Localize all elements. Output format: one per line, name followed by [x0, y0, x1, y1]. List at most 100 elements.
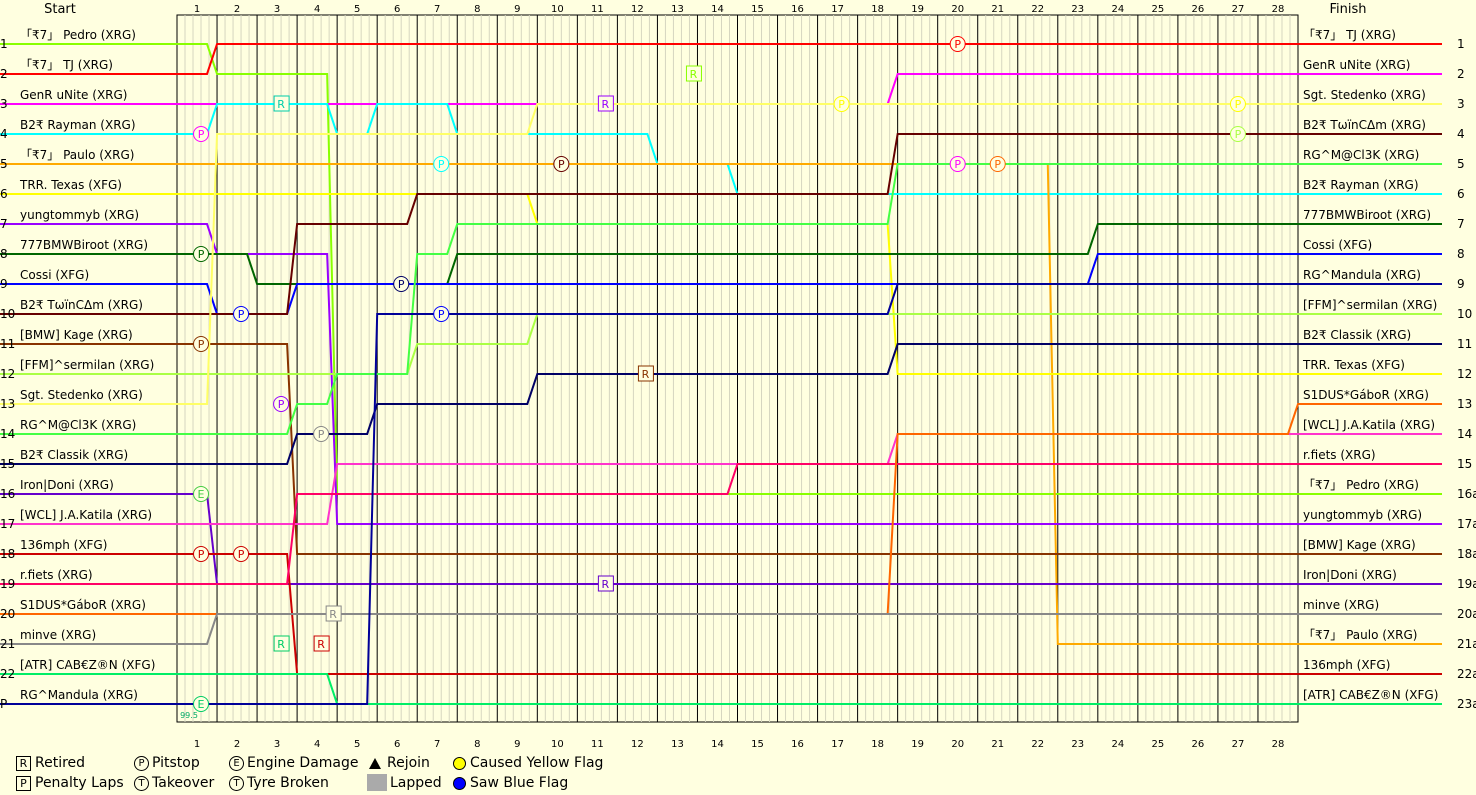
lap-grid	[176, 14, 1299, 723]
lap-number-bottom: 8	[474, 739, 480, 750]
start-position-label: 8	[0, 247, 8, 261]
retired-marker	[597, 95, 614, 112]
start-driver-label: B2₹ Rayman (XRG)	[20, 118, 136, 132]
lapped-icon	[367, 774, 387, 791]
retired-marker	[313, 635, 330, 652]
start-driver-label: TRR. Texas (XFG)	[19, 178, 122, 192]
start-driver-label: RG^M@Cl3K (XRG)	[20, 418, 136, 432]
lap-number-bottom: 1	[194, 739, 200, 750]
lap-number-bottom: 14	[711, 739, 724, 750]
start-position-label: 15	[0, 457, 15, 471]
series-line	[0, 493, 1442, 585]
retired-marker	[597, 575, 614, 592]
lap-number-bottom: 22	[1031, 739, 1044, 750]
start-driver-label: Sgt. Stedenko (XRG)	[20, 388, 143, 402]
finish-position-label: 20a	[1457, 607, 1476, 621]
lap-number-top: 5	[354, 4, 360, 15]
start-driver-label: yungtommyb (XRG)	[20, 208, 139, 222]
pitstop-marker	[193, 486, 210, 502]
legend-engine-damage: E Engine Damage	[229, 755, 359, 771]
finish-position-label: 19a	[1457, 577, 1476, 591]
pitstop-marker	[949, 36, 966, 52]
lap-number-top: 21	[991, 4, 1004, 15]
start-driver-label: [BMW] Kage (XRG)	[20, 328, 133, 342]
lap-number-bottom: 26	[1192, 739, 1205, 750]
pitstop-marker	[949, 156, 966, 172]
lap-number-top: 20	[951, 4, 964, 15]
lap-number-top: 11	[591, 4, 604, 15]
finish-driver-label: 136mph (XFG)	[1303, 658, 1390, 672]
legend: R Retired P Penalty Laps P Pitstop T Tak…	[0, 752, 1476, 795]
event-label: P	[1235, 128, 1242, 141]
event-label: P	[558, 158, 565, 171]
event-label: R	[277, 638, 285, 651]
start-position-label: 14	[0, 427, 15, 441]
lap-number-top: 19	[911, 4, 924, 15]
start-position-label: 6	[0, 187, 8, 201]
start-position-label: 7	[0, 217, 8, 231]
lap-number-bottom: 7	[434, 739, 440, 750]
event-label: P	[198, 338, 205, 351]
event-label: P	[954, 38, 961, 51]
finish-driver-label: Cossi (XFG)	[1303, 238, 1372, 252]
event-label: P	[198, 128, 205, 141]
finish-driver-label: B2₹ Rayman (XRG)	[1303, 178, 1419, 192]
finish-position-label: 17a	[1457, 517, 1476, 531]
start-position-label: 21	[0, 637, 15, 651]
blue-flag-icon	[453, 776, 466, 790]
legend-pitstop: P Pitstop	[134, 755, 200, 771]
start-driver-label: RG^Mandula (XRG)	[20, 688, 138, 702]
start-driver-label: Cossi (XFG)	[20, 268, 89, 282]
pitstop-marker	[989, 156, 1006, 172]
lap-number-top: 3	[274, 4, 280, 15]
lap-number-top: 9	[514, 4, 520, 15]
lap-number-top: 25	[1152, 4, 1165, 15]
lap-number-bottom: 6	[394, 739, 400, 750]
pitstop-marker	[193, 336, 210, 352]
pitstop-marker	[1229, 126, 1246, 142]
series-line	[0, 463, 1442, 585]
lap-number-top: 7	[434, 4, 440, 15]
event-label: P	[1235, 98, 1242, 111]
start-driver-label: 777BMWBiroot (XRG)	[20, 238, 148, 252]
start-position-label: 20	[0, 607, 15, 621]
finish-position-label: 13	[1457, 397, 1472, 411]
lap-number-top: 15	[751, 4, 764, 15]
lap-number-top: 14	[711, 4, 724, 15]
start-position-label: 13	[0, 397, 15, 411]
finish-position-label: 5	[1457, 157, 1465, 171]
series-line	[0, 163, 1442, 435]
start-position-label: 2	[0, 67, 8, 81]
event-label: R	[642, 368, 650, 381]
finish-driver-label: RG^M@Cl3K (XRG)	[1303, 148, 1419, 162]
lap-number-bottom: 20	[951, 739, 964, 750]
legend-penalty-laps: P Penalty Laps	[16, 775, 124, 791]
pitstop-marker	[553, 156, 570, 172]
start-position-label: 10	[0, 307, 15, 321]
finish-driver-label: RG^Mandula (XRG)	[1303, 268, 1421, 282]
pitstop-marker	[433, 306, 450, 322]
event-label: P	[438, 158, 445, 171]
event-label: P	[198, 548, 205, 561]
event-label: R	[317, 638, 325, 651]
finish-driver-label: minve (XRG)	[1303, 598, 1379, 612]
lap-number-bottom: 12	[631, 739, 644, 750]
lap-number-top: 27	[1232, 4, 1245, 15]
lap-number-top: 10	[551, 4, 564, 15]
finish-driver-label: Sgt. Stedenko (XRG)	[1303, 88, 1426, 102]
lap-number-top: 28	[1272, 4, 1285, 15]
start-position-label: 11	[0, 337, 15, 351]
start-driver-label: 「₹7」 Paulo (XRG)	[20, 148, 134, 162]
pitstop-marker	[193, 126, 210, 142]
start-driver-label: [FFM]^sermilan (XRG)	[20, 358, 154, 372]
rejoin-icon	[369, 757, 381, 769]
series-line	[0, 343, 1442, 555]
start-position-label: 18	[0, 547, 15, 561]
lap-number-top: 8	[474, 4, 480, 15]
finish-driver-label: 「₹7」 Pedro (XRG)	[1303, 478, 1419, 492]
finish-driver-label: 「₹7」 Paulo (XRG)	[1303, 628, 1417, 642]
finish-position-label: 23a	[1457, 697, 1476, 711]
pitstop-marker	[273, 396, 290, 412]
